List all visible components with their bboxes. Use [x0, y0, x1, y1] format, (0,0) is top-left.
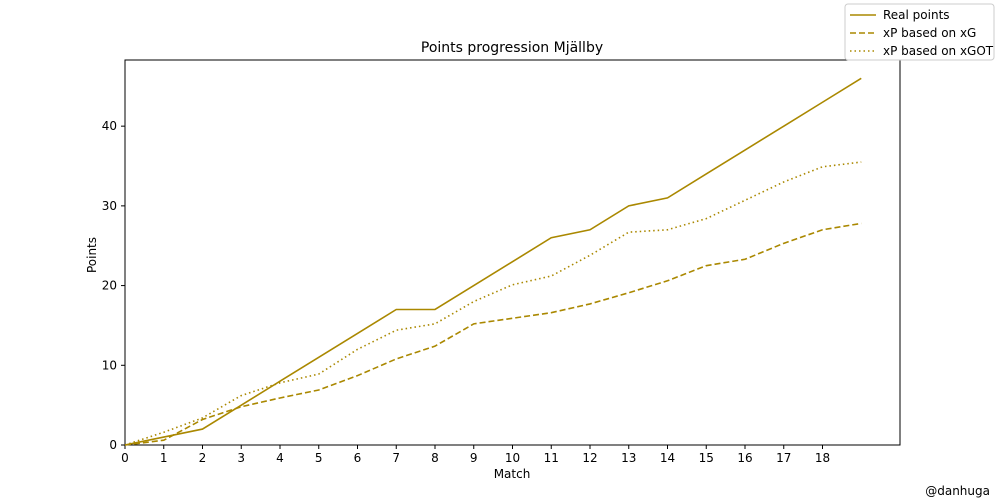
y-axis-label: Points	[85, 237, 99, 273]
x-tick-label: 2	[199, 451, 207, 465]
y-tick-label: 0	[109, 438, 117, 452]
legend-box	[844, 3, 995, 61]
x-tick-label: 7	[392, 451, 400, 465]
x-tick-label: 12	[582, 451, 597, 465]
x-tick-label: 16	[737, 451, 752, 465]
x-tick-label: 14	[660, 451, 675, 465]
y-tick-label: 20	[102, 279, 117, 293]
x-tick-label: 3	[237, 451, 245, 465]
x-tick-label: 10	[505, 451, 520, 465]
legend-label: xP based on xG	[883, 26, 976, 40]
series-line-solid	[124, 77, 862, 446]
x-tick-label: 4	[276, 451, 284, 465]
x-tick-label: 9	[470, 451, 478, 465]
x-tick-label: 11	[544, 451, 559, 465]
x-tick-label: 0	[121, 451, 129, 465]
x-tick-label: 15	[699, 451, 714, 465]
y-tick-label: 40	[102, 119, 117, 133]
x-tick-label: 13	[621, 451, 636, 465]
legend-label: xP based on xGOT	[883, 44, 994, 58]
series-line-dotted	[124, 161, 862, 446]
y-tick-label: 30	[102, 199, 117, 213]
x-tick-label: 17	[776, 451, 791, 465]
x-tick-label: 8	[431, 451, 439, 465]
plot-frame	[124, 59, 901, 446]
x-tick-label: 1	[160, 451, 168, 465]
legend: Real points xP based on xG xP based on xGO…	[844, 3, 995, 61]
x-tick-label: 6	[354, 451, 362, 465]
series-line-dashed	[124, 222, 862, 446]
x-axis-label: Match	[494, 467, 531, 481]
chart-title: Points progression Mjällby	[421, 40, 603, 56]
legend-label: Real points	[883, 8, 950, 22]
y-tick-label: 10	[102, 358, 117, 372]
x-tick-label: 18	[815, 451, 830, 465]
x-tick-label: 5	[315, 451, 323, 465]
watermark-handle: @danhuga	[925, 484, 990, 498]
